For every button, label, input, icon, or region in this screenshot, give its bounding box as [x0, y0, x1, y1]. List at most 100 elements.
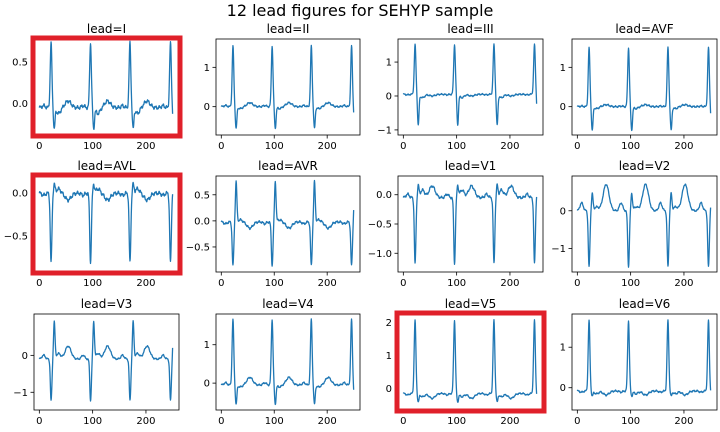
panel-lead-iii: lead=III 0 100 200 −1 0 1 [377, 22, 544, 152]
y-tick-label: 0 [386, 91, 392, 102]
x-tick-label: 0 [574, 278, 580, 289]
x-tick-label: 100 [265, 141, 284, 152]
y-tick-label: 0 [204, 102, 210, 113]
x-tick-label: 100 [83, 141, 102, 152]
x-tick-label: 0 [400, 278, 406, 289]
panel-title: lead=AVR [258, 159, 318, 173]
y-tick-label: −1 [377, 125, 392, 136]
panel-title: lead=III [447, 22, 493, 36]
panel-title: lead=I [87, 22, 126, 36]
y-tick-label: 0 [386, 384, 392, 395]
y-tick-label: 0.0 [376, 190, 392, 201]
x-tick-label: 200 [136, 278, 155, 289]
y-tick-label: 2 [386, 318, 392, 329]
axes-frame [215, 175, 361, 273]
panel-title: lead=AVF [615, 22, 673, 36]
ecg-trace [220, 179, 355, 267]
y-tick-label: 0 [560, 102, 566, 113]
x-tick-label: 0 [218, 278, 224, 289]
x-tick-label: 200 [500, 141, 519, 152]
y-tick-label: 0.5 [12, 58, 28, 69]
x-tick-label: 0 [36, 141, 42, 152]
y-tick-label: −0.5 [186, 242, 210, 253]
axes-frame [33, 313, 180, 411]
highlight-box [30, 35, 183, 139]
panel-lead-v1: lead=V1 0 100 200 −1.0 −0.5 0.0 [368, 159, 544, 289]
ecg-trace [576, 183, 712, 268]
axes-frame [215, 38, 361, 136]
x-tick-label: 200 [136, 416, 155, 427]
x-tick-label: 0 [218, 141, 224, 152]
x-tick-label: 0 [574, 416, 580, 427]
highlight-box [394, 310, 547, 414]
panel-lead-i: lead=I 0 100 200 0.0 0.5 [12, 22, 183, 152]
panel-lead-v4: lead=V4 0 100 200 0 1 [204, 297, 361, 427]
x-tick-label: 200 [318, 278, 337, 289]
y-tick-label: 0 [560, 206, 566, 217]
x-tick-label: 200 [318, 141, 337, 152]
x-tick-label: 100 [621, 278, 640, 289]
y-tick-label: 1 [204, 63, 210, 74]
x-tick-label: 200 [500, 278, 519, 289]
y-tick-label: 1 [560, 343, 566, 354]
figure-title: 12 lead figures for SEHYP sample [227, 1, 494, 20]
y-tick-label: 0.5 [194, 190, 210, 201]
panel-title: lead=V1 [445, 159, 497, 173]
y-tick-label: 1 [386, 58, 392, 69]
axes-frame [215, 313, 361, 411]
x-tick-label: 200 [674, 141, 693, 152]
x-tick-label: 100 [447, 141, 466, 152]
x-tick-label: 0 [36, 416, 42, 427]
panel-title: lead=II [267, 22, 310, 36]
y-tick-label: 0 [560, 383, 566, 394]
y-tick-label: −1 [551, 244, 566, 255]
panel-lead-avf: lead=AVF 0 100 200 0 1 [560, 22, 718, 152]
x-tick-label: 100 [265, 278, 284, 289]
x-tick-label: 200 [500, 416, 519, 427]
panel-title: lead=AVL [77, 159, 135, 173]
ecg-trace [38, 181, 174, 265]
ecg-trace [220, 44, 355, 130]
x-tick-label: 0 [574, 141, 580, 152]
x-tick-label: 200 [318, 416, 337, 427]
x-tick-label: 100 [447, 416, 466, 427]
x-tick-label: 100 [83, 278, 102, 289]
ecg-trace [576, 46, 712, 132]
axes-frame [571, 313, 718, 411]
x-tick-label: 100 [265, 416, 284, 427]
axes-frame [397, 38, 544, 136]
ecg-trace [402, 319, 538, 403]
y-tick-label: 0.0 [194, 216, 210, 227]
ecg-trace [220, 318, 355, 406]
x-tick-label: 0 [218, 416, 224, 427]
x-tick-label: 200 [136, 141, 155, 152]
x-tick-label: 100 [621, 141, 640, 152]
x-tick-label: 100 [447, 278, 466, 289]
y-tick-label: 0 [204, 379, 210, 390]
x-tick-label: 0 [36, 278, 42, 289]
ecg-trace [576, 319, 712, 398]
axes-frame [33, 38, 180, 136]
panel-title: lead=V4 [262, 297, 314, 311]
y-tick-label: 0.0 [12, 189, 28, 200]
x-tick-label: 100 [621, 416, 640, 427]
x-tick-label: 200 [674, 416, 693, 427]
panel-title: lead=V2 [619, 159, 671, 173]
y-tick-label: −1 [13, 388, 28, 399]
panel-lead-v6: lead=V6 0 100 200 0 1 [560, 297, 718, 427]
y-tick-label: 0 [22, 351, 28, 362]
panel-title: lead=V6 [619, 297, 671, 311]
x-tick-label: 0 [400, 416, 406, 427]
highlight-box [30, 172, 183, 276]
y-tick-label: 1 [204, 340, 210, 351]
y-tick-label: −1.0 [368, 249, 392, 260]
panel-lead-v3: lead=V3 0 100 200 −1 0 [13, 297, 180, 427]
ecg-trace [402, 43, 538, 126]
panel-lead-ii: lead=II 0 100 200 0 1 [204, 22, 361, 152]
x-tick-label: 100 [83, 416, 102, 427]
axes-frame [571, 175, 718, 273]
x-tick-label: 200 [674, 278, 693, 289]
panel-title: lead=V3 [81, 297, 133, 311]
axes-frame [571, 38, 718, 136]
